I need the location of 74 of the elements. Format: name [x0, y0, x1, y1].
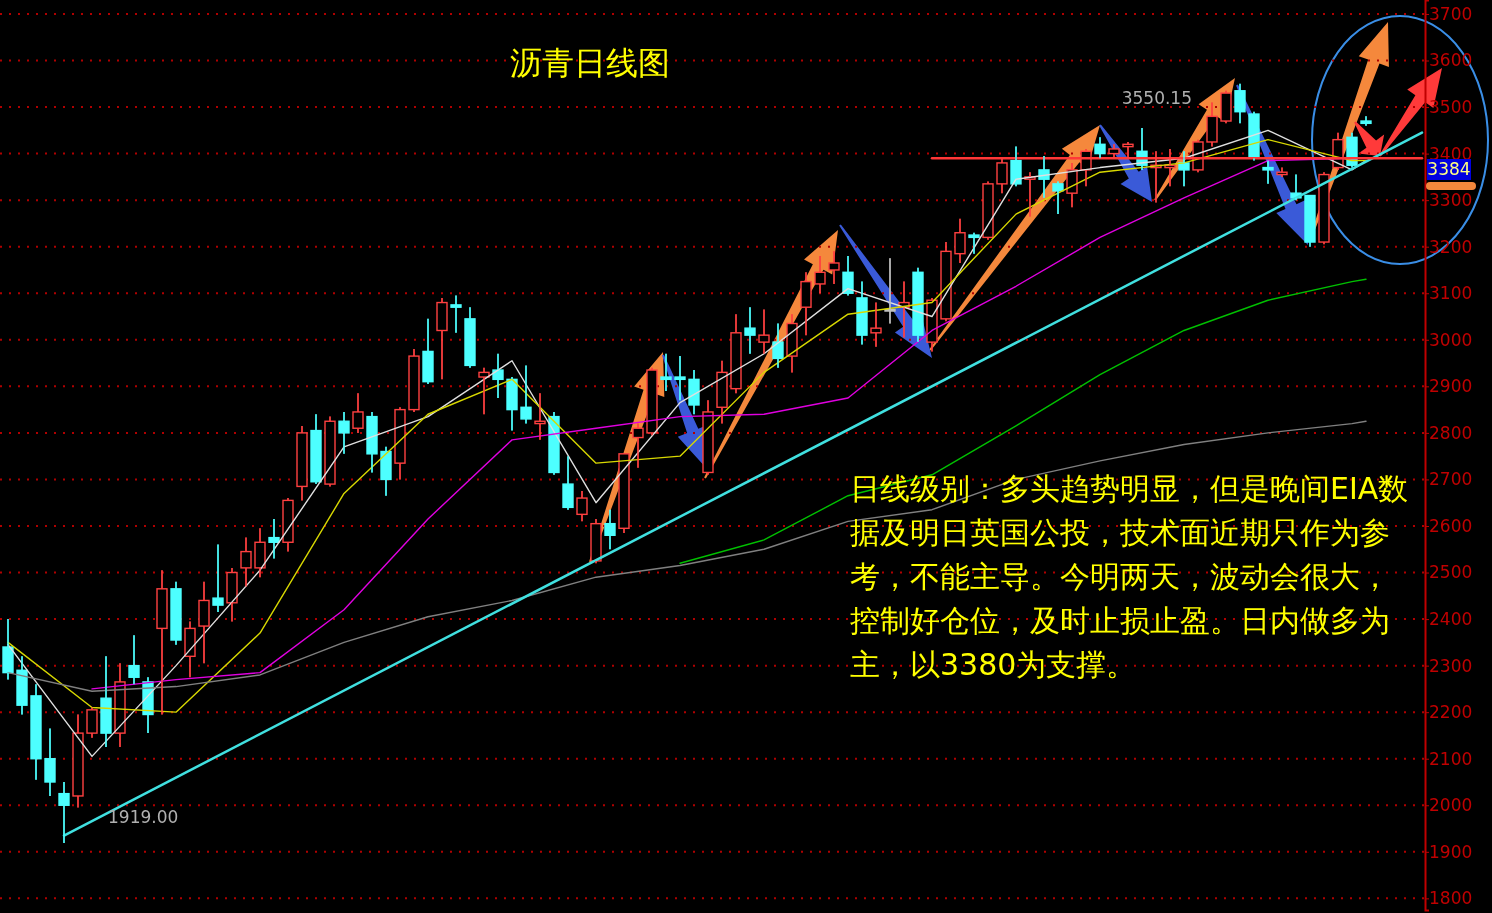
- y-tick-label: 2700: [1429, 469, 1473, 490]
- candlestick: [800, 271, 812, 336]
- candlestick: [1052, 180, 1064, 215]
- y-tick-label: 2800: [1429, 422, 1473, 443]
- candlestick: [968, 232, 980, 255]
- candlestick: [100, 655, 112, 748]
- candlestick: [422, 318, 434, 385]
- y-tick-label: 2900: [1429, 376, 1473, 397]
- candlestick: [870, 301, 882, 348]
- candlestick: [128, 634, 140, 685]
- candlestick: [170, 581, 182, 646]
- candlestick: [226, 567, 238, 623]
- annotation: 1919.00: [108, 807, 179, 827]
- candlestick: [58, 781, 70, 844]
- candlestick: [380, 446, 392, 497]
- candlestick: [436, 297, 448, 381]
- candlestick: [814, 255, 826, 294]
- candlestick: [744, 306, 756, 355]
- candlestick: [646, 367, 658, 436]
- candlestick: [660, 353, 672, 392]
- candlestick: [562, 455, 574, 511]
- candlestick: [44, 727, 56, 797]
- candlestick: [828, 250, 840, 285]
- candlestick: [254, 527, 266, 578]
- candlestick: [450, 294, 462, 334]
- y-tick-label: 2300: [1429, 655, 1473, 676]
- text: 沥青日线图: [510, 44, 670, 82]
- candlestick: [590, 518, 602, 564]
- y-tick-label: 3500: [1429, 97, 1473, 117]
- candlestick: [72, 713, 84, 809]
- candlestick: [310, 413, 322, 485]
- candlestick: [842, 255, 854, 297]
- candlestick: [394, 406, 406, 481]
- y-tick-label: 3000: [1429, 329, 1473, 350]
- candlestick: [758, 308, 770, 355]
- y-tick-label: 2200: [1429, 702, 1473, 723]
- candlestick: [1178, 150, 1190, 187]
- candlestick: [982, 180, 994, 241]
- candlestick: [16, 655, 28, 716]
- candlestick: [1248, 111, 1260, 162]
- candlestick: [366, 411, 378, 474]
- candlestick: [520, 364, 532, 425]
- candlestick: [674, 355, 686, 402]
- candlestick: [338, 411, 350, 455]
- y-tick-label: 1900: [1429, 841, 1473, 862]
- y-tick-label: 2100: [1429, 748, 1473, 769]
- candlestick: [632, 422, 644, 469]
- candlestick: [86, 706, 98, 739]
- candlestick: [548, 411, 560, 476]
- candlestick: [702, 399, 714, 476]
- candlestick: [464, 306, 476, 369]
- candlestick: [772, 322, 784, 369]
- candlestick: [30, 683, 42, 781]
- y-tick-label: 1800: [1429, 888, 1473, 909]
- annotation: 3550.15: [1121, 88, 1192, 108]
- candlestick: [352, 392, 364, 434]
- y-tick-label: 2500: [1429, 562, 1473, 583]
- y-tick-label: 3700: [1429, 3, 1473, 24]
- candlestick: [156, 569, 168, 716]
- candlestick: [268, 518, 280, 560]
- candlestick: [604, 508, 616, 550]
- candlestick: [492, 353, 504, 399]
- y-tick-label: 2000: [1429, 795, 1473, 816]
- candlestick: [1360, 115, 1372, 127]
- y-tick-label: 2600: [1429, 515, 1473, 536]
- text: 3384: [1427, 159, 1471, 179]
- candlestick: [198, 581, 210, 664]
- candlestick: [618, 453, 630, 534]
- y-tick-label: 3100: [1429, 283, 1473, 304]
- candlestick: [954, 218, 966, 264]
- y-tick-label: 2400: [1429, 609, 1473, 630]
- candlestick: [212, 543, 224, 613]
- candlestick: [1304, 194, 1316, 248]
- y-tick-label: 3300: [1429, 190, 1473, 211]
